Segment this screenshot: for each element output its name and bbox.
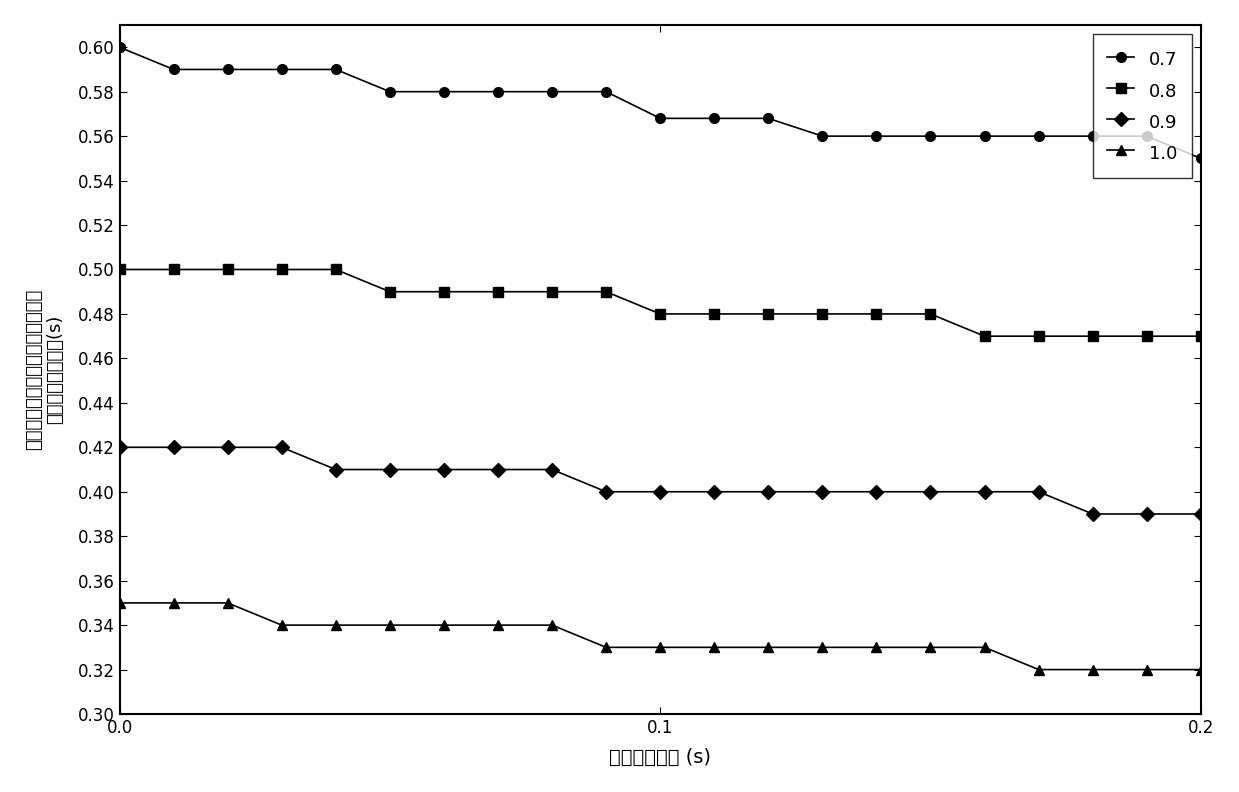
- 0.9: [923, 487, 938, 497]
- 0.9: [545, 465, 560, 474]
- Line: 0.7: 0.7: [115, 42, 1206, 163]
- 1.0: [869, 642, 883, 652]
- 0.7: [815, 131, 830, 141]
- 0.9: [274, 443, 289, 452]
- 1.0: [1140, 664, 1155, 674]
- 0.8: [761, 309, 776, 318]
- 0.9: [1085, 509, 1100, 519]
- 0.8: [815, 309, 830, 318]
- Line: 0.9: 0.9: [115, 443, 1206, 519]
- 0.8: [436, 287, 451, 296]
- 0.8: [112, 265, 126, 274]
- 1.0: [598, 642, 613, 652]
- 0.7: [653, 113, 668, 123]
- 0.8: [923, 309, 938, 318]
- Legend: 0.7, 0.8, 0.9, 1.0: 0.7, 0.8, 0.9, 1.0: [1093, 34, 1192, 178]
- 0.7: [112, 43, 126, 52]
- 0.8: [545, 287, 560, 296]
- 1.0: [923, 642, 938, 652]
- 1.0: [1193, 664, 1208, 674]
- 1.0: [221, 598, 235, 607]
- 0.8: [869, 309, 883, 318]
- 0.7: [166, 65, 181, 74]
- 0.8: [1031, 331, 1046, 341]
- 1.0: [328, 620, 343, 630]
- 0.9: [761, 487, 776, 497]
- 0.9: [221, 443, 235, 452]
- Line: 1.0: 1.0: [115, 598, 1206, 675]
- 0.7: [436, 87, 451, 97]
- 0.8: [598, 287, 613, 296]
- 0.7: [1193, 154, 1208, 163]
- Line: 0.8: 0.8: [115, 265, 1206, 341]
- 0.7: [1140, 131, 1155, 141]
- X-axis label: 快关延时时间 (s): 快关延时时间 (s): [610, 748, 711, 767]
- 0.8: [1085, 331, 1100, 341]
- 0.8: [221, 265, 235, 274]
- 0.7: [274, 65, 289, 74]
- 0.9: [598, 487, 613, 497]
- 0.9: [328, 465, 343, 474]
- 0.9: [1193, 509, 1208, 519]
- 0.9: [978, 487, 992, 497]
- 0.9: [653, 487, 668, 497]
- 0.8: [653, 309, 668, 318]
- 0.7: [598, 87, 613, 97]
- 1.0: [112, 598, 126, 607]
- 0.7: [761, 113, 776, 123]
- Y-axis label: 不同发电机有功功率（标幺値）下
故障临界切除时间(s): 不同发电机有功功率（标幺値）下 故障临界切除时间(s): [25, 289, 63, 450]
- 0.8: [1140, 331, 1155, 341]
- 0.7: [221, 65, 235, 74]
- 1.0: [166, 598, 181, 607]
- 0.9: [815, 487, 830, 497]
- 0.7: [383, 87, 398, 97]
- 0.8: [1193, 331, 1208, 341]
- 1.0: [815, 642, 830, 652]
- 0.7: [923, 131, 938, 141]
- 1.0: [761, 642, 776, 652]
- 1.0: [706, 642, 721, 652]
- 0.9: [869, 487, 883, 497]
- 0.9: [706, 487, 721, 497]
- 0.8: [706, 309, 721, 318]
- 0.8: [328, 265, 343, 274]
- 1.0: [436, 620, 451, 630]
- 1.0: [383, 620, 398, 630]
- 0.8: [166, 265, 181, 274]
- 0.7: [978, 131, 992, 141]
- 1.0: [274, 620, 289, 630]
- 1.0: [1031, 664, 1046, 674]
- 1.0: [978, 642, 992, 652]
- 1.0: [491, 620, 506, 630]
- 0.9: [166, 443, 181, 452]
- 0.8: [383, 287, 398, 296]
- 1.0: [653, 642, 668, 652]
- 0.8: [491, 287, 506, 296]
- 0.7: [1085, 131, 1100, 141]
- 0.9: [1140, 509, 1155, 519]
- 0.9: [436, 465, 451, 474]
- 0.8: [274, 265, 289, 274]
- 0.7: [869, 131, 883, 141]
- 0.9: [112, 443, 126, 452]
- 0.7: [328, 65, 343, 74]
- 0.9: [491, 465, 506, 474]
- 1.0: [1085, 664, 1100, 674]
- 0.7: [491, 87, 506, 97]
- 0.7: [545, 87, 560, 97]
- 1.0: [545, 620, 560, 630]
- 0.9: [1031, 487, 1046, 497]
- 0.7: [1031, 131, 1046, 141]
- 0.7: [706, 113, 721, 123]
- 0.9: [383, 465, 398, 474]
- 0.8: [978, 331, 992, 341]
